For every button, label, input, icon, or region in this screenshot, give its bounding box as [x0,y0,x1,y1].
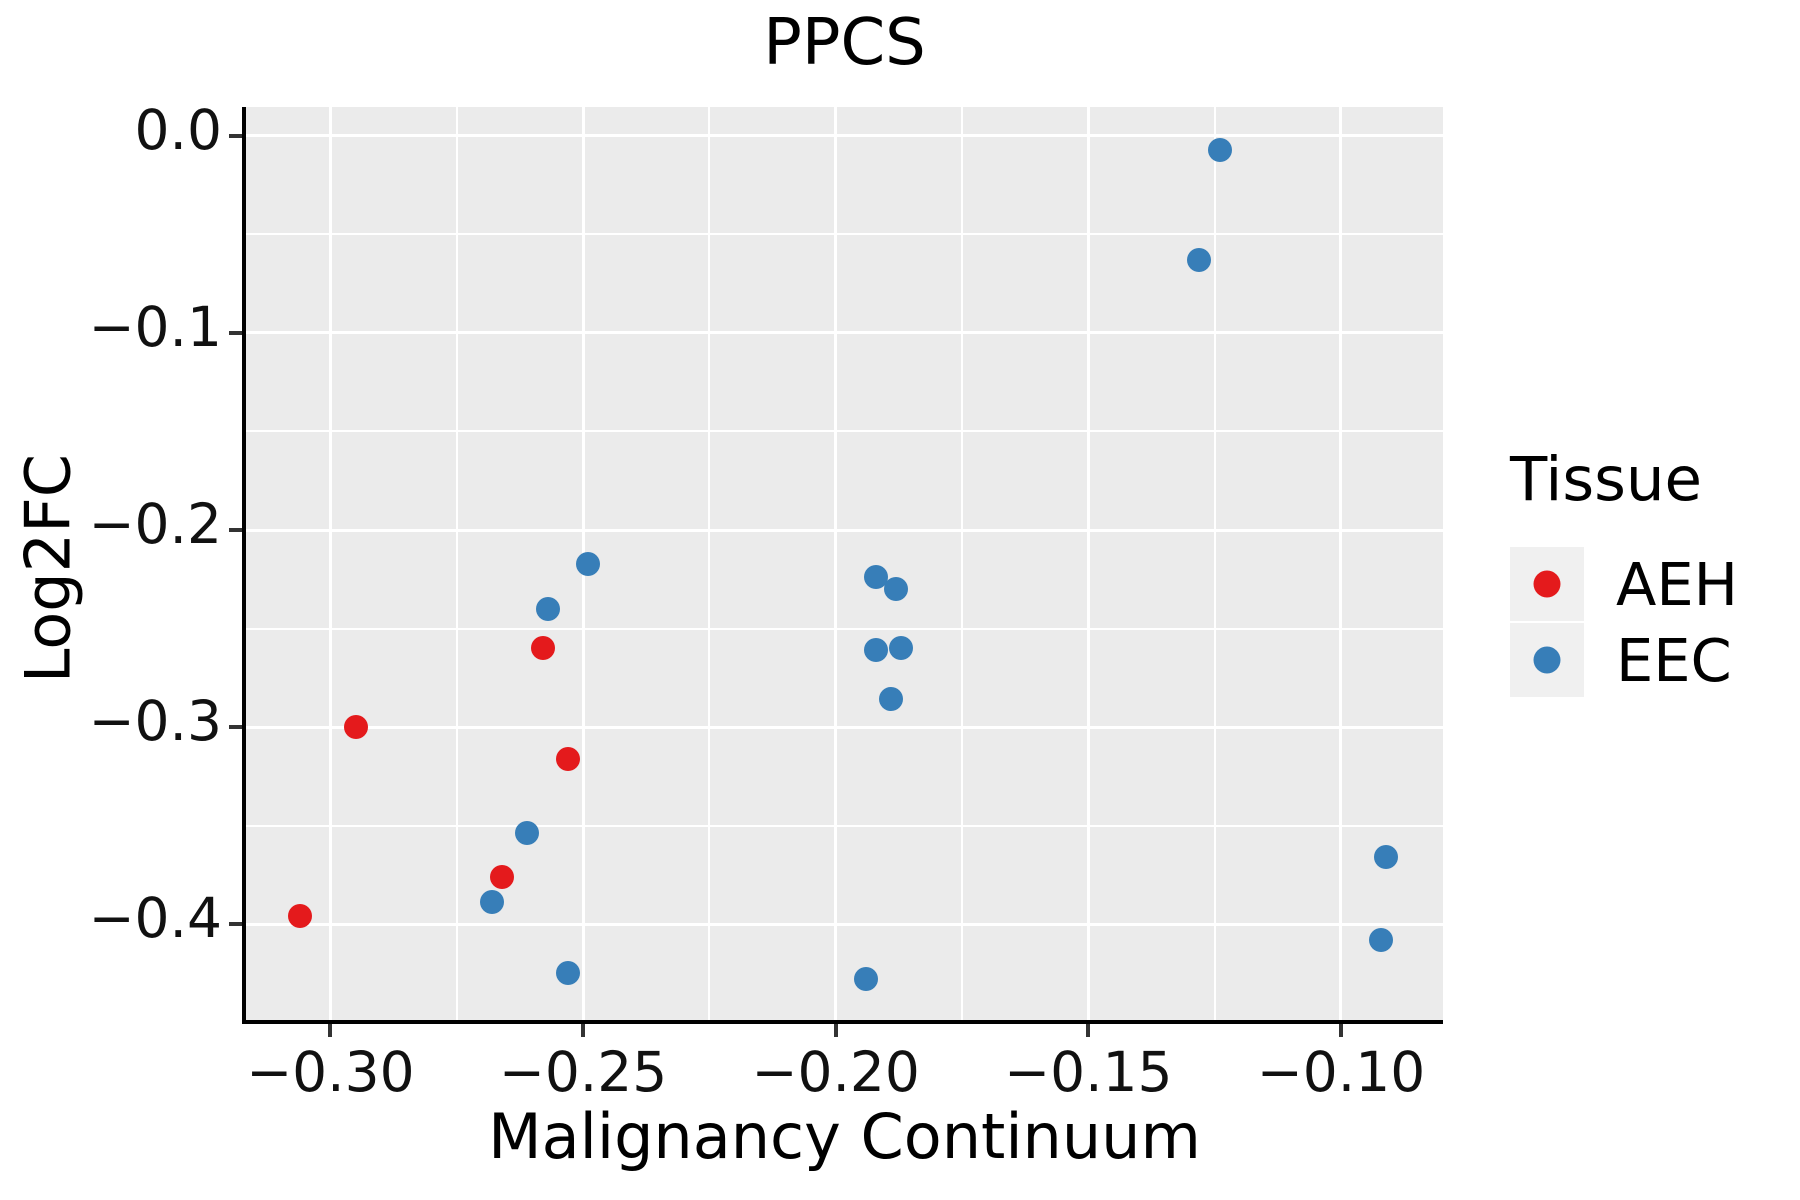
data-point-eec [853,967,878,992]
legend: Tissue AEH EEC [1510,444,1738,699]
x-major-gridline [1086,107,1090,1020]
y-tick-mark [229,922,242,927]
y-tick-label: −0.1 [88,294,222,359]
y-tick-mark [229,528,242,532]
legend-label-aeh: AEH [1616,549,1739,619]
plot-title: PPCS [763,6,926,80]
data-point-eec [1207,137,1232,162]
data-point-eec [576,551,601,576]
x-tick-label: −0.30 [246,1040,415,1104]
y-tick-label: −0.2 [88,492,222,556]
y-major-gridline [246,134,1443,138]
y-tick-mark [229,133,242,138]
eec-dot-icon [1533,646,1561,674]
y-major-gridline [246,331,1443,335]
data-point-aeh [530,636,555,661]
data-point-eec [879,687,904,712]
y-major-gridline [246,922,1443,926]
legend-item-eec: EEC [1510,623,1738,697]
x-axis-title: Malignancy Continuum [488,1100,1201,1173]
y-tick-mark [229,330,242,335]
x-tick-label: −0.25 [498,1040,668,1104]
data-point-eec [480,890,505,915]
data-point-eec [889,636,914,661]
data-point-eec [864,638,889,663]
data-point-eec [1374,845,1399,870]
x-minor-gridline [708,107,711,1020]
x-tick-mark [1338,1024,1343,1037]
x-tick-label: −0.10 [1256,1040,1426,1104]
plot-area [246,107,1443,1020]
data-point-eec [555,961,580,986]
x-minor-gridline [455,107,458,1020]
y-major-gridline [246,725,1443,729]
y-major-gridline [246,528,1443,532]
legend-label-eec: EEC [1616,625,1732,695]
x-tick-label: −0.15 [1004,1040,1173,1104]
aeh-dot-icon [1533,570,1561,598]
y-tick-label: −0.3 [88,689,222,754]
data-point-eec [1187,248,1212,273]
data-point-eec [884,577,909,602]
x-tick-label: −0.20 [751,1040,920,1104]
x-major-gridline [1339,107,1343,1020]
x-minor-gridline [960,107,963,1020]
y-minor-gridline [246,824,1443,827]
x-major-gridline [834,107,838,1020]
y-tick-mark [229,725,242,730]
y-minor-gridline [246,430,1443,433]
data-point-eec [1369,927,1394,952]
y-tick-label: −0.4 [88,886,222,951]
data-point-eec [864,565,889,590]
legend-item-aeh: AEH [1510,547,1738,621]
y-minor-gridline [246,233,1443,236]
x-tick-mark [328,1024,333,1037]
legend-title: Tissue [1510,444,1703,515]
x-minor-gridline [1213,107,1216,1020]
data-point-aeh [288,904,313,929]
data-point-aeh [490,864,515,889]
x-tick-mark [833,1024,838,1037]
data-point-eec [515,821,540,846]
legend-key-aeh [1510,547,1584,621]
data-point-eec [535,596,560,621]
x-tick-mark [1086,1024,1091,1037]
plot-panel [242,107,1443,1024]
data-point-aeh [555,746,580,771]
x-tick-mark [581,1024,586,1037]
legend-key-eec [1510,623,1584,697]
data-point-aeh [343,715,368,740]
y-tick-label: 0.0 [134,97,222,162]
y-minor-gridline [246,627,1443,630]
x-major-gridline [328,107,332,1020]
